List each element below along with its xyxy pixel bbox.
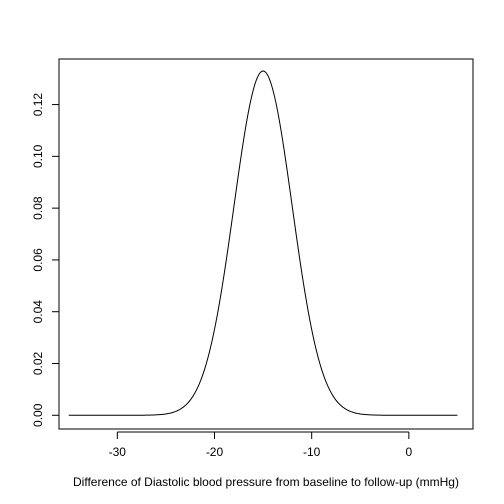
y-tick-label: 0.06	[31, 248, 45, 272]
plot-frame	[58, 58, 474, 430]
x-tick-label: -20	[206, 445, 224, 459]
x-tick-label: -30	[109, 445, 127, 459]
density-curve	[68, 70, 458, 416]
y-tick-label: 0.00	[31, 403, 45, 427]
y-tick-label: 0.10	[31, 144, 45, 168]
y-tick-label: 0.04	[31, 300, 45, 324]
x-tick-label: 0	[406, 445, 413, 459]
y-tick-label: 0.02	[31, 351, 45, 375]
x-axis: -30 -20 -10 0	[109, 431, 413, 459]
y-axis: 0.00 0.02 0.04 0.06 0.08 0.10 0.12	[31, 93, 60, 427]
x-tick-label: -10	[303, 445, 321, 459]
y-tick-label: 0.12	[31, 93, 45, 117]
y-tick-label: 0.08	[31, 196, 45, 220]
x-axis-label: Difference of Diastolic blood pressure f…	[73, 475, 459, 489]
